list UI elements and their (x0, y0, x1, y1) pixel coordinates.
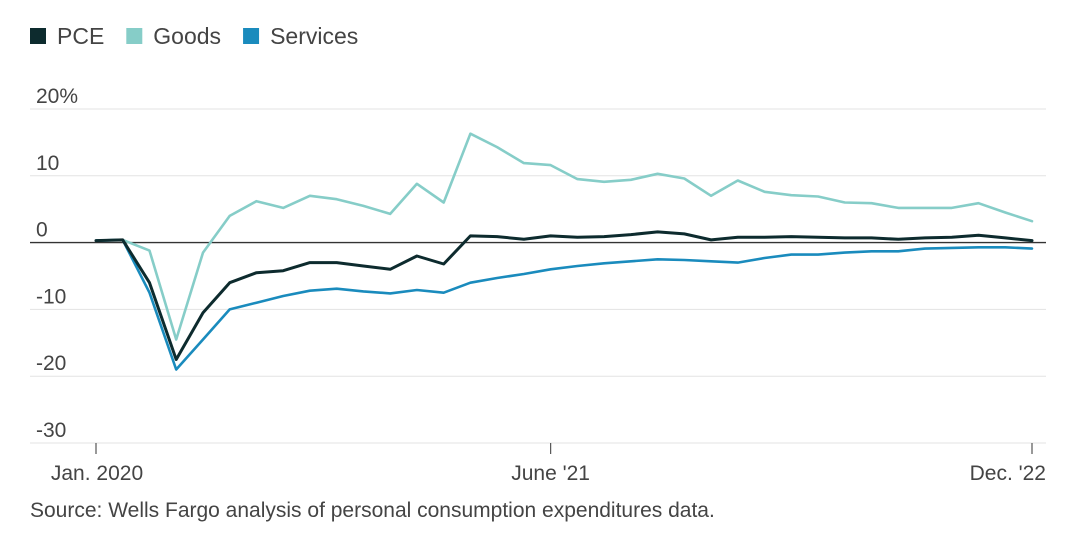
legend: PCE Goods Services (30, 23, 358, 49)
legend-label-services: Services (270, 23, 358, 49)
series-line-goods (94, 132, 1034, 341)
x-axis: Jan. 2020 June '21 Dec. '22 (51, 443, 1046, 485)
y-tick-label: -30 (36, 419, 66, 442)
y-tick-label: -20 (36, 352, 66, 375)
legend-swatch-pce (30, 28, 46, 44)
x-tick-label: June '21 (511, 462, 590, 485)
gridlines (30, 108, 1046, 444)
legend-swatch-goods (126, 28, 143, 44)
y-axis: 20% 10 0 -10 -20 -30 (36, 85, 78, 442)
y-tick-label: 20% (36, 85, 78, 108)
legend-label-goods: Goods (153, 23, 221, 49)
x-tick-label: Jan. 2020 (51, 462, 143, 485)
legend-label-pce: PCE (57, 23, 104, 49)
y-tick-label: 0 (36, 219, 48, 242)
source-note: Source: Wells Fargo analysis of personal… (30, 499, 715, 522)
series-line-services (94, 238, 1034, 371)
series-line-pce (94, 230, 1034, 361)
x-tick-label: Dec. '22 (970, 462, 1046, 485)
series-lines (94, 132, 1034, 371)
y-tick-label: -10 (36, 285, 66, 308)
y-tick-label: 10 (36, 152, 59, 175)
legend-swatch-services (243, 28, 260, 44)
